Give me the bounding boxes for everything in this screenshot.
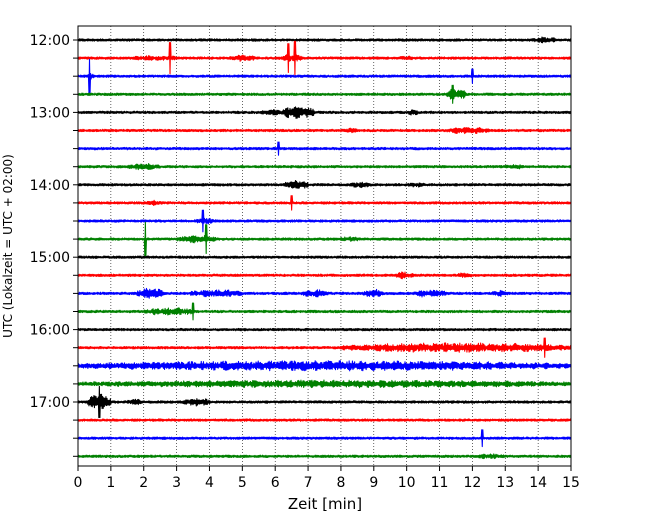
trace-line-2 xyxy=(77,58,572,94)
y-axis-ticks: 12:00 13:00 14:00 15:00 16:00 17:00 xyxy=(30,33,78,457)
x-tick-label: 9 xyxy=(369,475,378,491)
trace-line-8 xyxy=(77,179,572,189)
y-tick-label: 16:00 xyxy=(30,323,70,339)
x-tick-label: 8 xyxy=(336,475,345,491)
trace-line-3 xyxy=(77,84,572,104)
x-axis-label: Zeit [min] xyxy=(288,495,362,513)
x-tick-label: 0 xyxy=(74,475,83,491)
trace-line-9 xyxy=(77,195,572,211)
trace-line-10 xyxy=(77,209,572,233)
trace-line-18 xyxy=(77,360,572,372)
trace-line-6 xyxy=(77,141,572,156)
y-axis-label: UTC (Lokalzeit = UTC + 02:00) xyxy=(1,154,15,338)
x-tick-label: 1 xyxy=(106,475,115,491)
plot-frame xyxy=(77,25,572,467)
trace-line-4 xyxy=(77,106,572,119)
grid-lines xyxy=(110,26,539,466)
trace-line-1 xyxy=(77,40,572,76)
trace-line-16 xyxy=(77,327,572,332)
trace-line-0 xyxy=(77,36,572,44)
trace-line-21 xyxy=(77,418,572,422)
trace-line-5 xyxy=(77,126,572,135)
trace-line-7 xyxy=(77,163,572,171)
trace-line-23 xyxy=(77,453,572,460)
x-tick-label: 14 xyxy=(529,475,547,491)
x-tick-label: 4 xyxy=(205,475,214,491)
x-tick-label: 15 xyxy=(562,475,580,491)
trace-line-13 xyxy=(77,271,572,280)
x-tick-label: 7 xyxy=(304,475,313,491)
trace-line-11 xyxy=(77,221,572,257)
x-tick-label: 3 xyxy=(172,475,181,491)
x-tick-label: 6 xyxy=(271,475,280,491)
seismogram-traces xyxy=(77,36,572,460)
y-tick-label: 13:00 xyxy=(30,105,70,121)
trace-line-22 xyxy=(77,429,572,448)
y-tick-label: 15:00 xyxy=(30,250,70,266)
x-tick-label: 5 xyxy=(238,475,247,491)
trace-line-20 xyxy=(77,385,572,419)
x-tick-label: 13 xyxy=(496,475,514,491)
trace-line-17 xyxy=(77,337,572,358)
y-tick-label: 17:00 xyxy=(30,395,70,411)
trace-line-15 xyxy=(77,302,572,321)
x-tick-label: 2 xyxy=(139,475,148,491)
y-tick-label: 12:00 xyxy=(30,33,70,49)
trace-line-14 xyxy=(77,287,572,299)
x-axis-ticks: 0 1 2 3 4 5 6 7 8 9 10 11 12 13 14 15 xyxy=(74,466,580,491)
x-tick-label: 11 xyxy=(431,475,449,491)
x-tick-label: 12 xyxy=(463,475,481,491)
trace-line-19 xyxy=(77,379,572,389)
y-tick-label: 14:00 xyxy=(30,178,70,194)
trace-line-12 xyxy=(77,255,572,259)
x-tick-label: 10 xyxy=(398,475,416,491)
